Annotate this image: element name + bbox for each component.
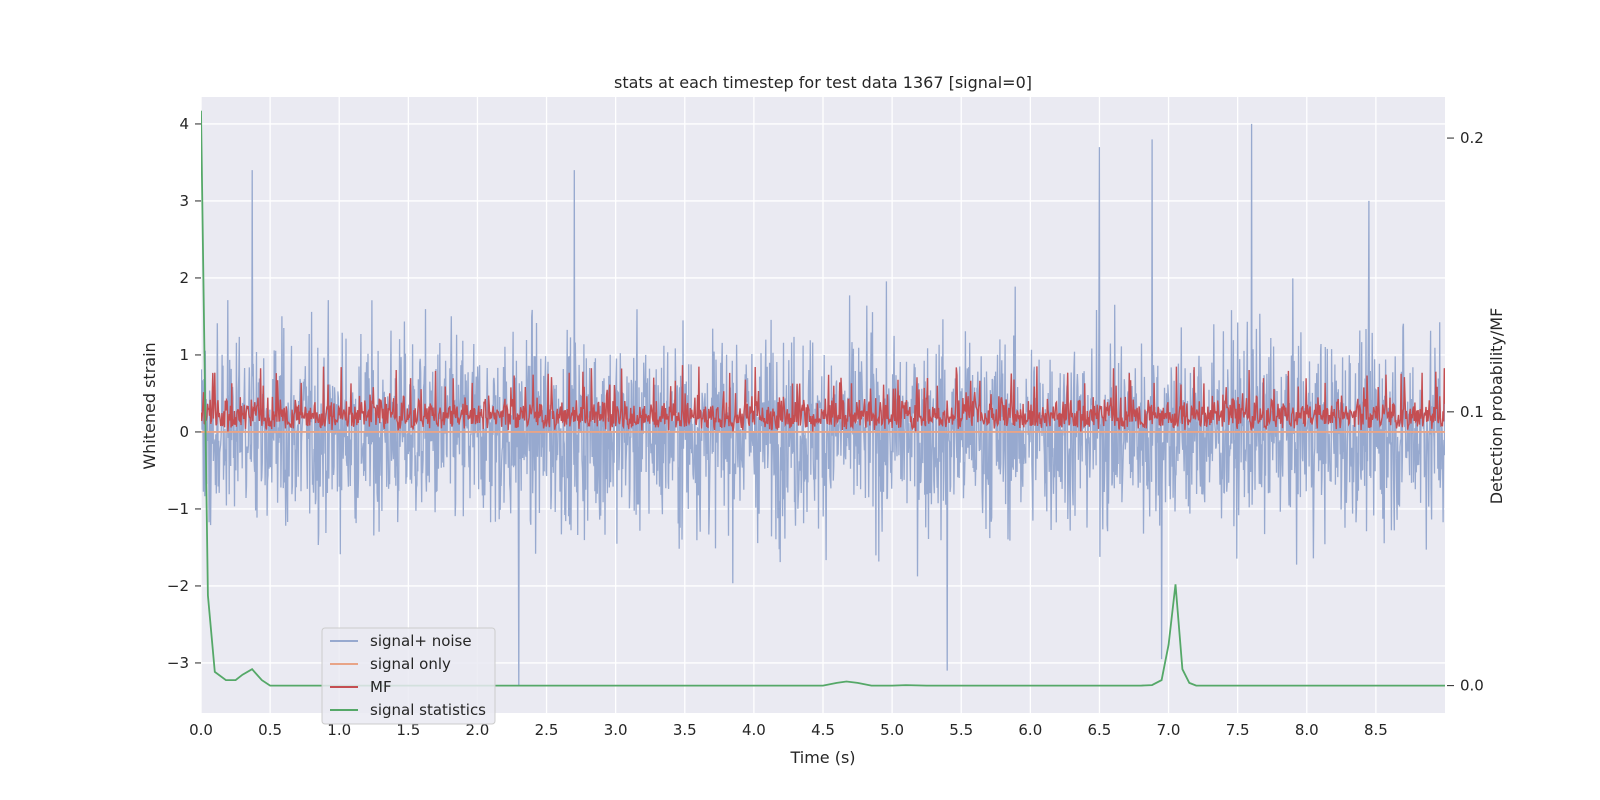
y-tick-label: −2 [167, 577, 189, 595]
x-tick-label: 1.5 [396, 721, 420, 739]
legend-box [321, 627, 496, 725]
legend-label-signal-statistics: signal statistics [370, 701, 486, 719]
y-axis-label: Whitened strain [140, 342, 159, 469]
legend-label-signal-only: signal only [370, 655, 451, 673]
y2-tick-label: 0.2 [1460, 129, 1484, 147]
series-layer [201, 110, 1445, 687]
x-tick-label: 4.0 [742, 721, 766, 739]
x-tick-label: 7.0 [1157, 721, 1181, 739]
legend-item-signal-statistics: signal statistics [330, 701, 486, 719]
legend-label-signal-noise: signal+ noise [370, 632, 472, 650]
y-tick-label: 4 [179, 115, 189, 133]
y-tick-label: −3 [167, 654, 189, 672]
y2-tick-label: 0.1 [1460, 403, 1484, 421]
x-tick-label: 2.5 [535, 721, 559, 739]
x-tick-label: 1.0 [327, 721, 351, 739]
x-tick-label: 3.5 [673, 721, 697, 739]
series-signal-noise-line [201, 123, 1445, 687]
y2-tick-label: 0.0 [1460, 677, 1484, 695]
legend-item-signal-noise: signal+ noise [330, 632, 472, 650]
x-tick-label: 4.5 [811, 721, 835, 739]
legend-item-signal-only: signal only [330, 655, 451, 673]
x-tick-label: 8.5 [1364, 721, 1388, 739]
x-tick-label: 3.0 [604, 721, 628, 739]
series-signal-statistics-line [201, 110, 1445, 687]
x-tick-label: 5.0 [880, 721, 904, 739]
x-tick-label: 0.5 [258, 721, 282, 739]
y2-axis-ticks: 0.0 0.1 0.2 [1447, 129, 1484, 695]
y-axis-ticks: −3 −2 −1 0 1 2 3 4 [167, 115, 201, 672]
x-tick-label: 8.0 [1295, 721, 1319, 739]
chart-title: stats at each timestep for test data 136… [614, 73, 1032, 92]
y-tick-label: −1 [167, 500, 189, 518]
y-tick-label: 2 [179, 269, 189, 287]
legend: signal+ noise signal only MF signal stat… [321, 627, 496, 725]
x-tick-label: 7.5 [1226, 721, 1250, 739]
x-tick-label: 6.5 [1088, 721, 1112, 739]
y-tick-label: 1 [179, 346, 189, 364]
x-tick-label: 0.0 [189, 721, 213, 739]
series-mf-line [201, 365, 1445, 432]
legend-label-mf: MF [370, 678, 392, 696]
x-axis-ticks: 0.0 0.5 1.0 1.5 2.0 2.5 3.0 3.5 4.0 4.5 5.0 5.5 6.0 6… [189, 721, 1388, 739]
legend-item-mf: MF [330, 678, 392, 696]
x-tick-label: 2.0 [466, 721, 490, 739]
y-tick-label: 3 [179, 192, 189, 210]
x-axis-label: Time (s) [789, 748, 855, 767]
y2-axis-label: Detection probability/MF [1487, 308, 1506, 505]
x-tick-label: 5.5 [949, 721, 973, 739]
y-tick-label: 0 [179, 423, 189, 441]
x-tick-label: 6.0 [1018, 721, 1042, 739]
